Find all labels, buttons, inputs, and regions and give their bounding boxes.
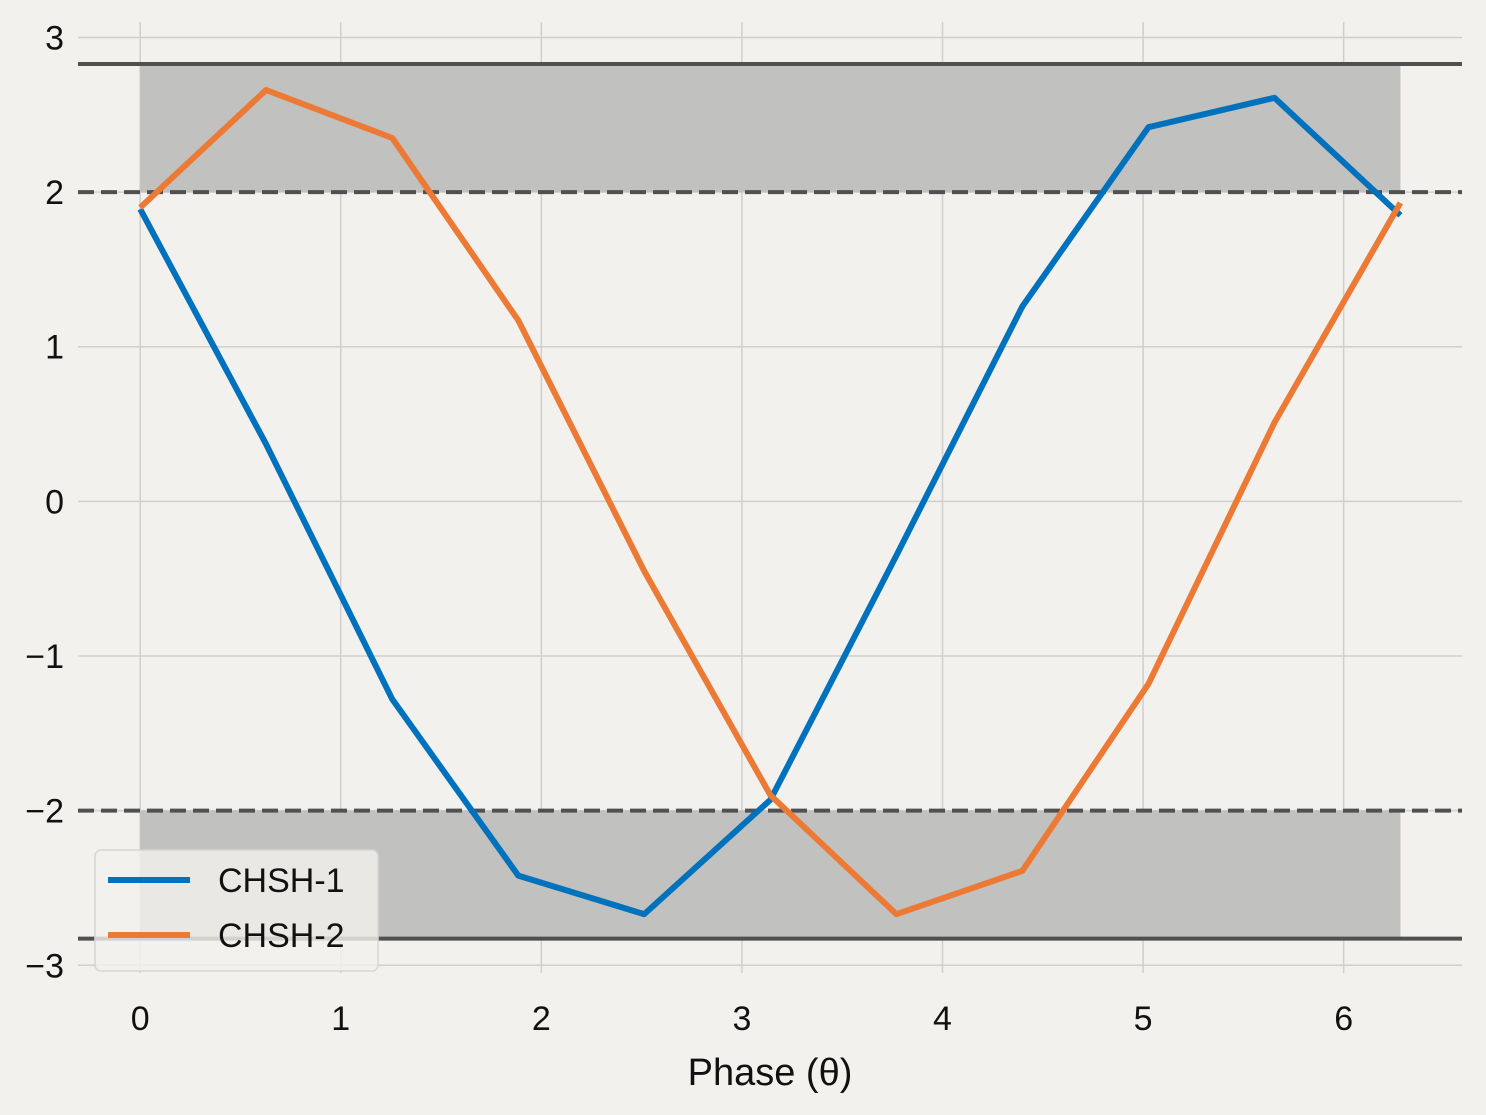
y-tick-label: 2 — [45, 174, 64, 212]
series-lines — [137, 87, 1404, 918]
x-axis-label: Phase (θ) — [688, 1052, 853, 1094]
x-tick-label: 5 — [1134, 1000, 1153, 1038]
x-tick-label: 3 — [732, 1000, 751, 1038]
y-tick-label: 1 — [45, 329, 64, 367]
legend-label: CHSH-1 — [218, 862, 345, 900]
y-tick-label: −1 — [25, 638, 64, 676]
x-tick-label: 2 — [532, 1000, 551, 1038]
x-tick-label: 6 — [1334, 1000, 1353, 1038]
x-tick-label: 0 — [131, 1000, 150, 1038]
x-tick-label: 1 — [331, 1000, 350, 1038]
y-tick-label: −3 — [25, 947, 64, 985]
y-tick-label: 3 — [45, 19, 64, 57]
series-line-chsh-1 — [137, 94, 1403, 918]
legend: CHSH-1 CHSH-2 — [94, 849, 379, 972]
x-tick-label: 4 — [933, 1000, 952, 1038]
legend-label: CHSH-2 — [218, 917, 345, 955]
y-tick-label: −2 — [25, 793, 64, 831]
y-tick-labels: 3 2 1 0 −1 −2 −3 — [25, 19, 64, 985]
y-tick-label: 0 — [45, 483, 64, 521]
x-tick-labels: 0 1 2 3 4 5 6 — [131, 1000, 1353, 1038]
series-line-chsh-2 — [138, 87, 1404, 918]
shaded-band — [140, 64, 1401, 193]
